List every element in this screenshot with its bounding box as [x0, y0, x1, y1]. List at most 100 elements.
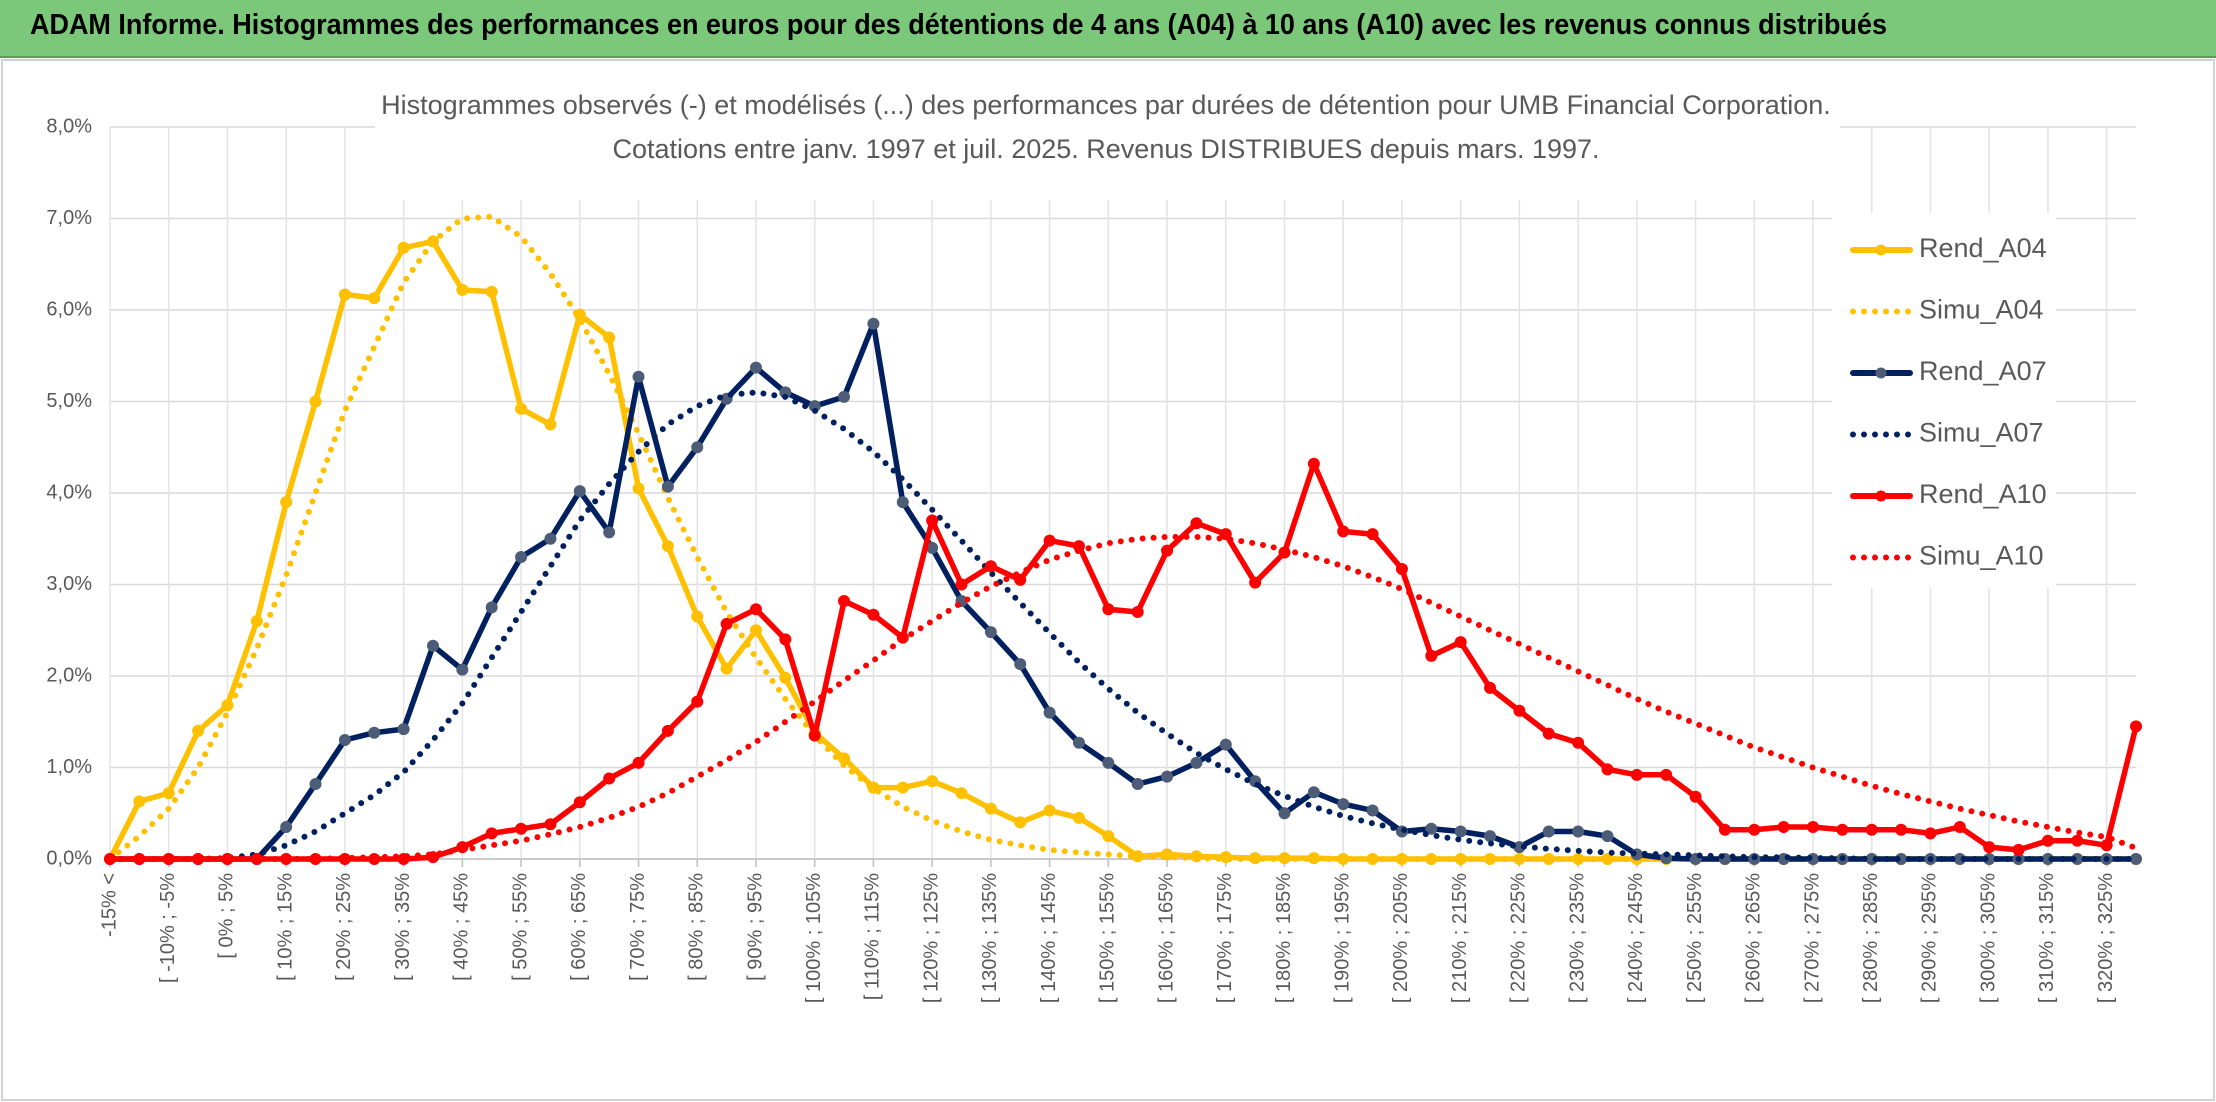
point	[1924, 827, 1937, 840]
point	[1513, 704, 1526, 717]
point	[838, 594, 851, 607]
x-tick-label: [ 80% ; 85%	[686, 873, 708, 981]
point	[1484, 830, 1497, 843]
point	[632, 756, 645, 769]
point	[515, 822, 528, 835]
point	[1131, 777, 1144, 790]
point	[1161, 770, 1174, 783]
point	[1601, 763, 1614, 776]
x-tick-label: [ 250% ; 255%	[1684, 873, 1706, 1003]
x-tick-label: [ 0% ; 5%	[216, 873, 238, 959]
x-tick-label: [ 240% ; 245%	[1625, 873, 1647, 1003]
point	[984, 802, 997, 815]
point	[1777, 820, 1790, 833]
point	[1718, 823, 1731, 836]
legend-label: Rend_A07	[1919, 356, 2047, 386]
point	[1865, 823, 1878, 836]
point	[1366, 528, 1379, 541]
point	[1542, 727, 1555, 740]
point	[632, 482, 645, 495]
series-line	[107, 389, 2139, 862]
series-line	[107, 213, 2139, 862]
x-tick-label: [ 160% ; 165%	[1155, 873, 1177, 1003]
x-tick-label: [ 90% ; 95%	[744, 873, 766, 981]
y-tick-label: 2,0%	[46, 664, 92, 686]
point	[1190, 756, 1203, 769]
point	[1425, 822, 1438, 835]
point	[1542, 825, 1555, 838]
point	[192, 724, 205, 737]
point	[368, 726, 381, 739]
x-tick-label: [ 150% ; 155%	[1097, 873, 1119, 1003]
point	[515, 551, 528, 564]
plot	[104, 213, 2142, 865]
point	[896, 781, 909, 794]
point	[867, 608, 880, 621]
point	[485, 827, 498, 840]
chart: Histogrammes observés (-) et modélisés (…	[1, 59, 2215, 1101]
point	[544, 818, 557, 831]
point	[1043, 706, 1056, 719]
point	[1484, 681, 1497, 694]
point	[544, 418, 557, 431]
point	[368, 292, 381, 305]
point	[133, 795, 146, 808]
point	[2041, 834, 2054, 847]
point	[456, 663, 469, 676]
title-background	[375, 88, 1840, 200]
x-tick-label: [ 270% ; 275%	[1801, 873, 1823, 1003]
point	[1601, 830, 1614, 843]
point	[2071, 834, 2084, 847]
point	[808, 729, 821, 742]
x-tick-label: [ 210% ; 215%	[1449, 873, 1471, 1003]
x-tick-label: [ 10% ; 15%	[274, 873, 296, 981]
x-tick-label: [ 70% ; 75%	[627, 873, 649, 981]
chart-subtitle: Cotations entre janv. 1997 et juil. 2025…	[612, 134, 1599, 164]
legend-label: Simu_A07	[1919, 418, 2044, 448]
y-tick-label: 6,0%	[46, 298, 92, 320]
point	[1249, 576, 1262, 589]
chart-title: Histogrammes observés (-) et modélisés (…	[381, 90, 1831, 120]
x-tick-label: [ 290% ; 295%	[1919, 873, 1941, 1003]
series-line	[107, 533, 2139, 862]
y-tick-label: 5,0%	[46, 390, 92, 412]
point	[1337, 525, 1350, 538]
point	[1983, 841, 1996, 854]
point	[1307, 786, 1320, 799]
x-tick-label: [ 120% ; 125%	[920, 873, 942, 1003]
point	[955, 578, 968, 591]
point	[485, 601, 498, 614]
point	[1043, 804, 1056, 817]
x-tick-label: [ 260% ; 265%	[1743, 873, 1765, 1003]
point	[1307, 457, 1320, 470]
point	[661, 724, 674, 737]
x-tick-label: [ 110% ; 115%	[862, 873, 884, 1000]
point	[1072, 736, 1085, 749]
point	[309, 777, 322, 790]
point	[749, 624, 762, 637]
point	[1366, 804, 1379, 817]
header-bar: ADAM Informe. Histogrammes des performan…	[0, 0, 2216, 58]
point	[1131, 605, 1144, 618]
point	[1836, 823, 1849, 836]
x-tick-label: [ 40% ; 45%	[451, 873, 473, 981]
point	[1572, 736, 1585, 749]
point	[1219, 738, 1232, 751]
point	[544, 532, 557, 545]
point	[691, 441, 704, 454]
point	[1953, 820, 1966, 833]
point	[573, 796, 586, 809]
point	[1454, 825, 1467, 838]
point	[838, 390, 851, 403]
point	[2130, 720, 2142, 733]
point	[661, 480, 674, 493]
point	[338, 288, 351, 301]
point	[1161, 544, 1174, 557]
legend-label: Rend_A04	[1919, 233, 2047, 263]
point	[984, 560, 997, 573]
point	[984, 626, 997, 639]
x-tick-label: [ 100% ; 105%	[803, 873, 825, 1003]
point	[397, 723, 410, 736]
point	[720, 662, 733, 675]
